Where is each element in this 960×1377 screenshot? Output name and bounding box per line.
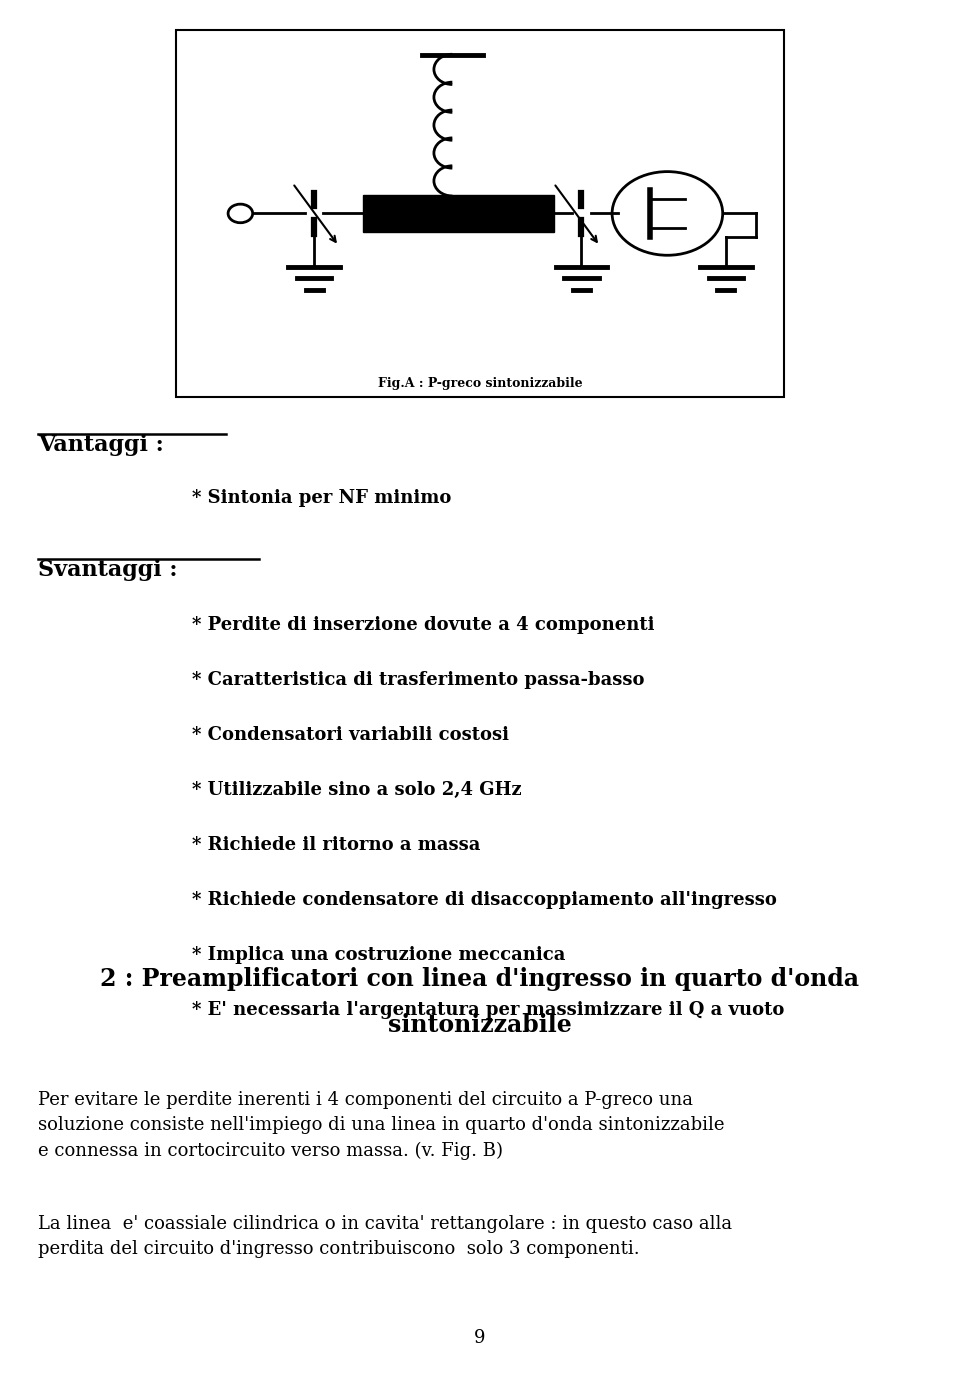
Text: * Utilizzabile sino a solo 2,4 GHz: * Utilizzabile sino a solo 2,4 GHz xyxy=(192,781,521,799)
Text: La linea  e' coassiale cilindrica o in cavita' rettangolare : in questo caso all: La linea e' coassiale cilindrica o in ca… xyxy=(38,1215,732,1259)
Text: * Caratteristica di trasferimento passa-basso: * Caratteristica di trasferimento passa-… xyxy=(192,671,644,688)
Text: Vantaggi :: Vantaggi : xyxy=(38,434,164,456)
Text: 2 : Preamplificatori con linea d'ingresso in quarto d'onda: 2 : Preamplificatori con linea d'ingress… xyxy=(101,967,859,990)
Text: * Sintonia per NF minimo: * Sintonia per NF minimo xyxy=(192,489,451,507)
Text: * Perdite di inserzione dovute a 4 componenti: * Perdite di inserzione dovute a 4 compo… xyxy=(192,616,655,633)
Text: Per evitare le perdite inerenti i 4 componenti del circuito a P-greco una
soluzi: Per evitare le perdite inerenti i 4 comp… xyxy=(38,1091,725,1161)
Text: * Richiede condensatore di disaccoppiamento all'ingresso: * Richiede condensatore di disaccoppiame… xyxy=(192,891,777,909)
Text: * Implica una costruzione meccanica: * Implica una costruzione meccanica xyxy=(192,946,565,964)
Text: 9: 9 xyxy=(474,1329,486,1347)
Text: * E' necessaria l'argentatura per massimizzare il Q a vuoto: * E' necessaria l'argentatura per massim… xyxy=(192,1001,784,1019)
Text: Svantaggi :: Svantaggi : xyxy=(38,559,178,581)
Text: sintonizzabile: sintonizzabile xyxy=(388,1013,572,1037)
Text: * Richiede il ritorno a massa: * Richiede il ritorno a massa xyxy=(192,836,480,854)
Bar xyxy=(363,194,554,231)
Text: * Condensatori variabili costosi: * Condensatori variabili costosi xyxy=(192,726,509,744)
Text: Fig.A : P-greco sintonizzabile: Fig.A : P-greco sintonizzabile xyxy=(377,376,583,390)
